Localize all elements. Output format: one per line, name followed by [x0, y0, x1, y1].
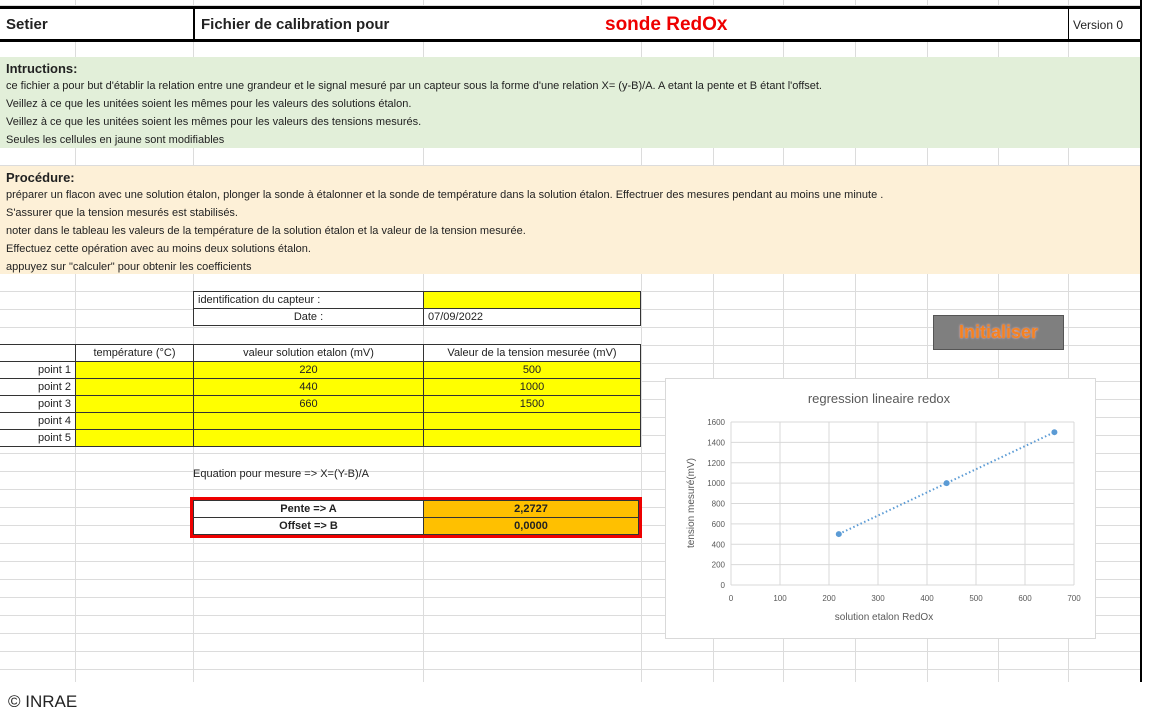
y-tick-label: 200	[712, 561, 726, 570]
column-gridline	[713, 0, 714, 682]
row-label: point 2	[0, 378, 76, 396]
x-tick-label: 600	[1018, 594, 1032, 603]
row-label: point 5	[0, 429, 76, 447]
date-label: Date :	[193, 308, 424, 326]
column-gridline	[855, 0, 856, 682]
chart-title: regression lineaire redox	[808, 391, 951, 406]
instruction-line: ce fichier a pour but d'établir la relat…	[6, 80, 822, 92]
procedure-line: appuyez sur "calculer" pour obtenir les …	[6, 261, 252, 273]
temperature-input[interactable]	[75, 378, 194, 396]
instruction-line: Seules les cellules en jaune sont modifi…	[6, 134, 225, 146]
etalon-input[interactable]: 220	[193, 361, 424, 379]
y-tick-label: 1400	[707, 438, 725, 447]
version: Version 0	[1068, 9, 1140, 39]
spreadsheet: Setier Fichier de calibration pour sonde…	[0, 0, 1142, 682]
procedure-line: Effectuez cette opération avec au moins …	[6, 243, 311, 255]
etalon-input[interactable]: 440	[193, 378, 424, 396]
temperature-input[interactable]	[75, 429, 194, 447]
procedure-line: préparer un flacon avec une solution éta…	[6, 189, 884, 201]
y-tick-label: 1600	[707, 418, 725, 427]
sensor-id-label: identification du capteur :	[193, 291, 424, 309]
etalon-input[interactable]	[193, 429, 424, 447]
data-point	[835, 531, 842, 538]
temperature-input[interactable]	[75, 395, 194, 413]
header-etalon: valeur solution etalon (mV)	[193, 344, 424, 362]
x-tick-label: 300	[871, 594, 885, 603]
regression-chart: regression lineaire redox solution etalo…	[665, 378, 1096, 639]
x-axis-label: solution etalon RedOx	[835, 612, 933, 623]
y-tick-label: 0	[721, 581, 726, 590]
etalon-input[interactable]: 660	[193, 395, 424, 413]
column-gridline	[927, 0, 928, 682]
column-gridline	[75, 0, 76, 682]
x-tick-label: 200	[822, 594, 836, 603]
date-value: 07/09/2022	[423, 308, 641, 326]
tension-input[interactable]	[423, 412, 641, 430]
file-title: Fichier de calibration pour	[193, 9, 1093, 39]
procedure-section: Procédure: préparer un flacon avec une s…	[0, 166, 1140, 274]
title-bar: Setier Fichier de calibration pour sonde…	[0, 6, 1140, 42]
chart-svg: regression lineaire redox solution etalo…	[686, 391, 1081, 623]
temperature-input[interactable]	[75, 412, 194, 430]
copyright: © INRAE	[8, 692, 78, 711]
y-tick-label: 1200	[707, 459, 725, 468]
x-tick-label: 0	[729, 594, 734, 603]
y-tick-label: 800	[712, 500, 726, 509]
initialize-button[interactable]: Initialiser	[933, 315, 1064, 350]
results-box	[190, 497, 642, 538]
column-gridline	[193, 0, 194, 682]
procedure-line: noter dans le tableau les valeurs de la …	[6, 225, 526, 237]
equation-text: Equation pour mesure => X=(Y-B)/A	[193, 468, 369, 480]
row-label: point 1	[0, 361, 76, 379]
tension-input[interactable]: 1500	[423, 395, 641, 413]
instructions-heading: Intructions:	[6, 61, 78, 76]
temperature-input[interactable]	[75, 361, 194, 379]
instructions-section: Intructions: ce fichier a pour but d'éta…	[0, 57, 1140, 148]
y-tick-label: 600	[712, 520, 726, 529]
procedure-line: S'assurer que la tension mesurés est sta…	[6, 207, 238, 219]
y-axis-label: tension mesuré(mV)	[686, 458, 697, 548]
etalon-input[interactable]	[193, 412, 424, 430]
author: Setier	[6, 16, 48, 33]
corner-cell	[0, 344, 76, 362]
offset-value: 0,0000	[423, 517, 639, 535]
y-tick-label: 400	[712, 540, 726, 549]
instruction-line: Veillez à ce que les unitées soient les …	[6, 116, 422, 128]
header-tension: Valeur de la tension mesurée (mV)	[423, 344, 641, 362]
data-point	[943, 480, 950, 487]
x-tick-label: 700	[1067, 594, 1081, 603]
x-tick-label: 100	[773, 594, 787, 603]
slope-label: Pente => A	[193, 500, 424, 518]
column-gridline	[641, 0, 642, 682]
x-tick-label: 500	[969, 594, 983, 603]
slope-value: 2,2727	[423, 500, 639, 518]
column-gridline	[783, 0, 784, 682]
row-label: point 4	[0, 412, 76, 430]
data-point	[1051, 429, 1058, 436]
instruction-line: Veillez à ce que les unitées soient les …	[6, 98, 412, 110]
probe-name: sonde RedOx	[605, 14, 728, 35]
tension-input[interactable]	[423, 429, 641, 447]
x-tick-label: 400	[920, 594, 934, 603]
offset-label: Offset => B	[193, 517, 424, 535]
sensor-id-input[interactable]	[423, 291, 641, 309]
header-temperature: température (°C)	[75, 344, 194, 362]
tension-input[interactable]: 500	[423, 361, 641, 379]
y-tick-label: 1000	[707, 479, 725, 488]
row-label: point 3	[0, 395, 76, 413]
column-gridline	[423, 0, 424, 682]
procedure-heading: Procédure:	[6, 170, 75, 185]
tension-input[interactable]: 1000	[423, 378, 641, 396]
column-gridline	[1068, 0, 1069, 682]
